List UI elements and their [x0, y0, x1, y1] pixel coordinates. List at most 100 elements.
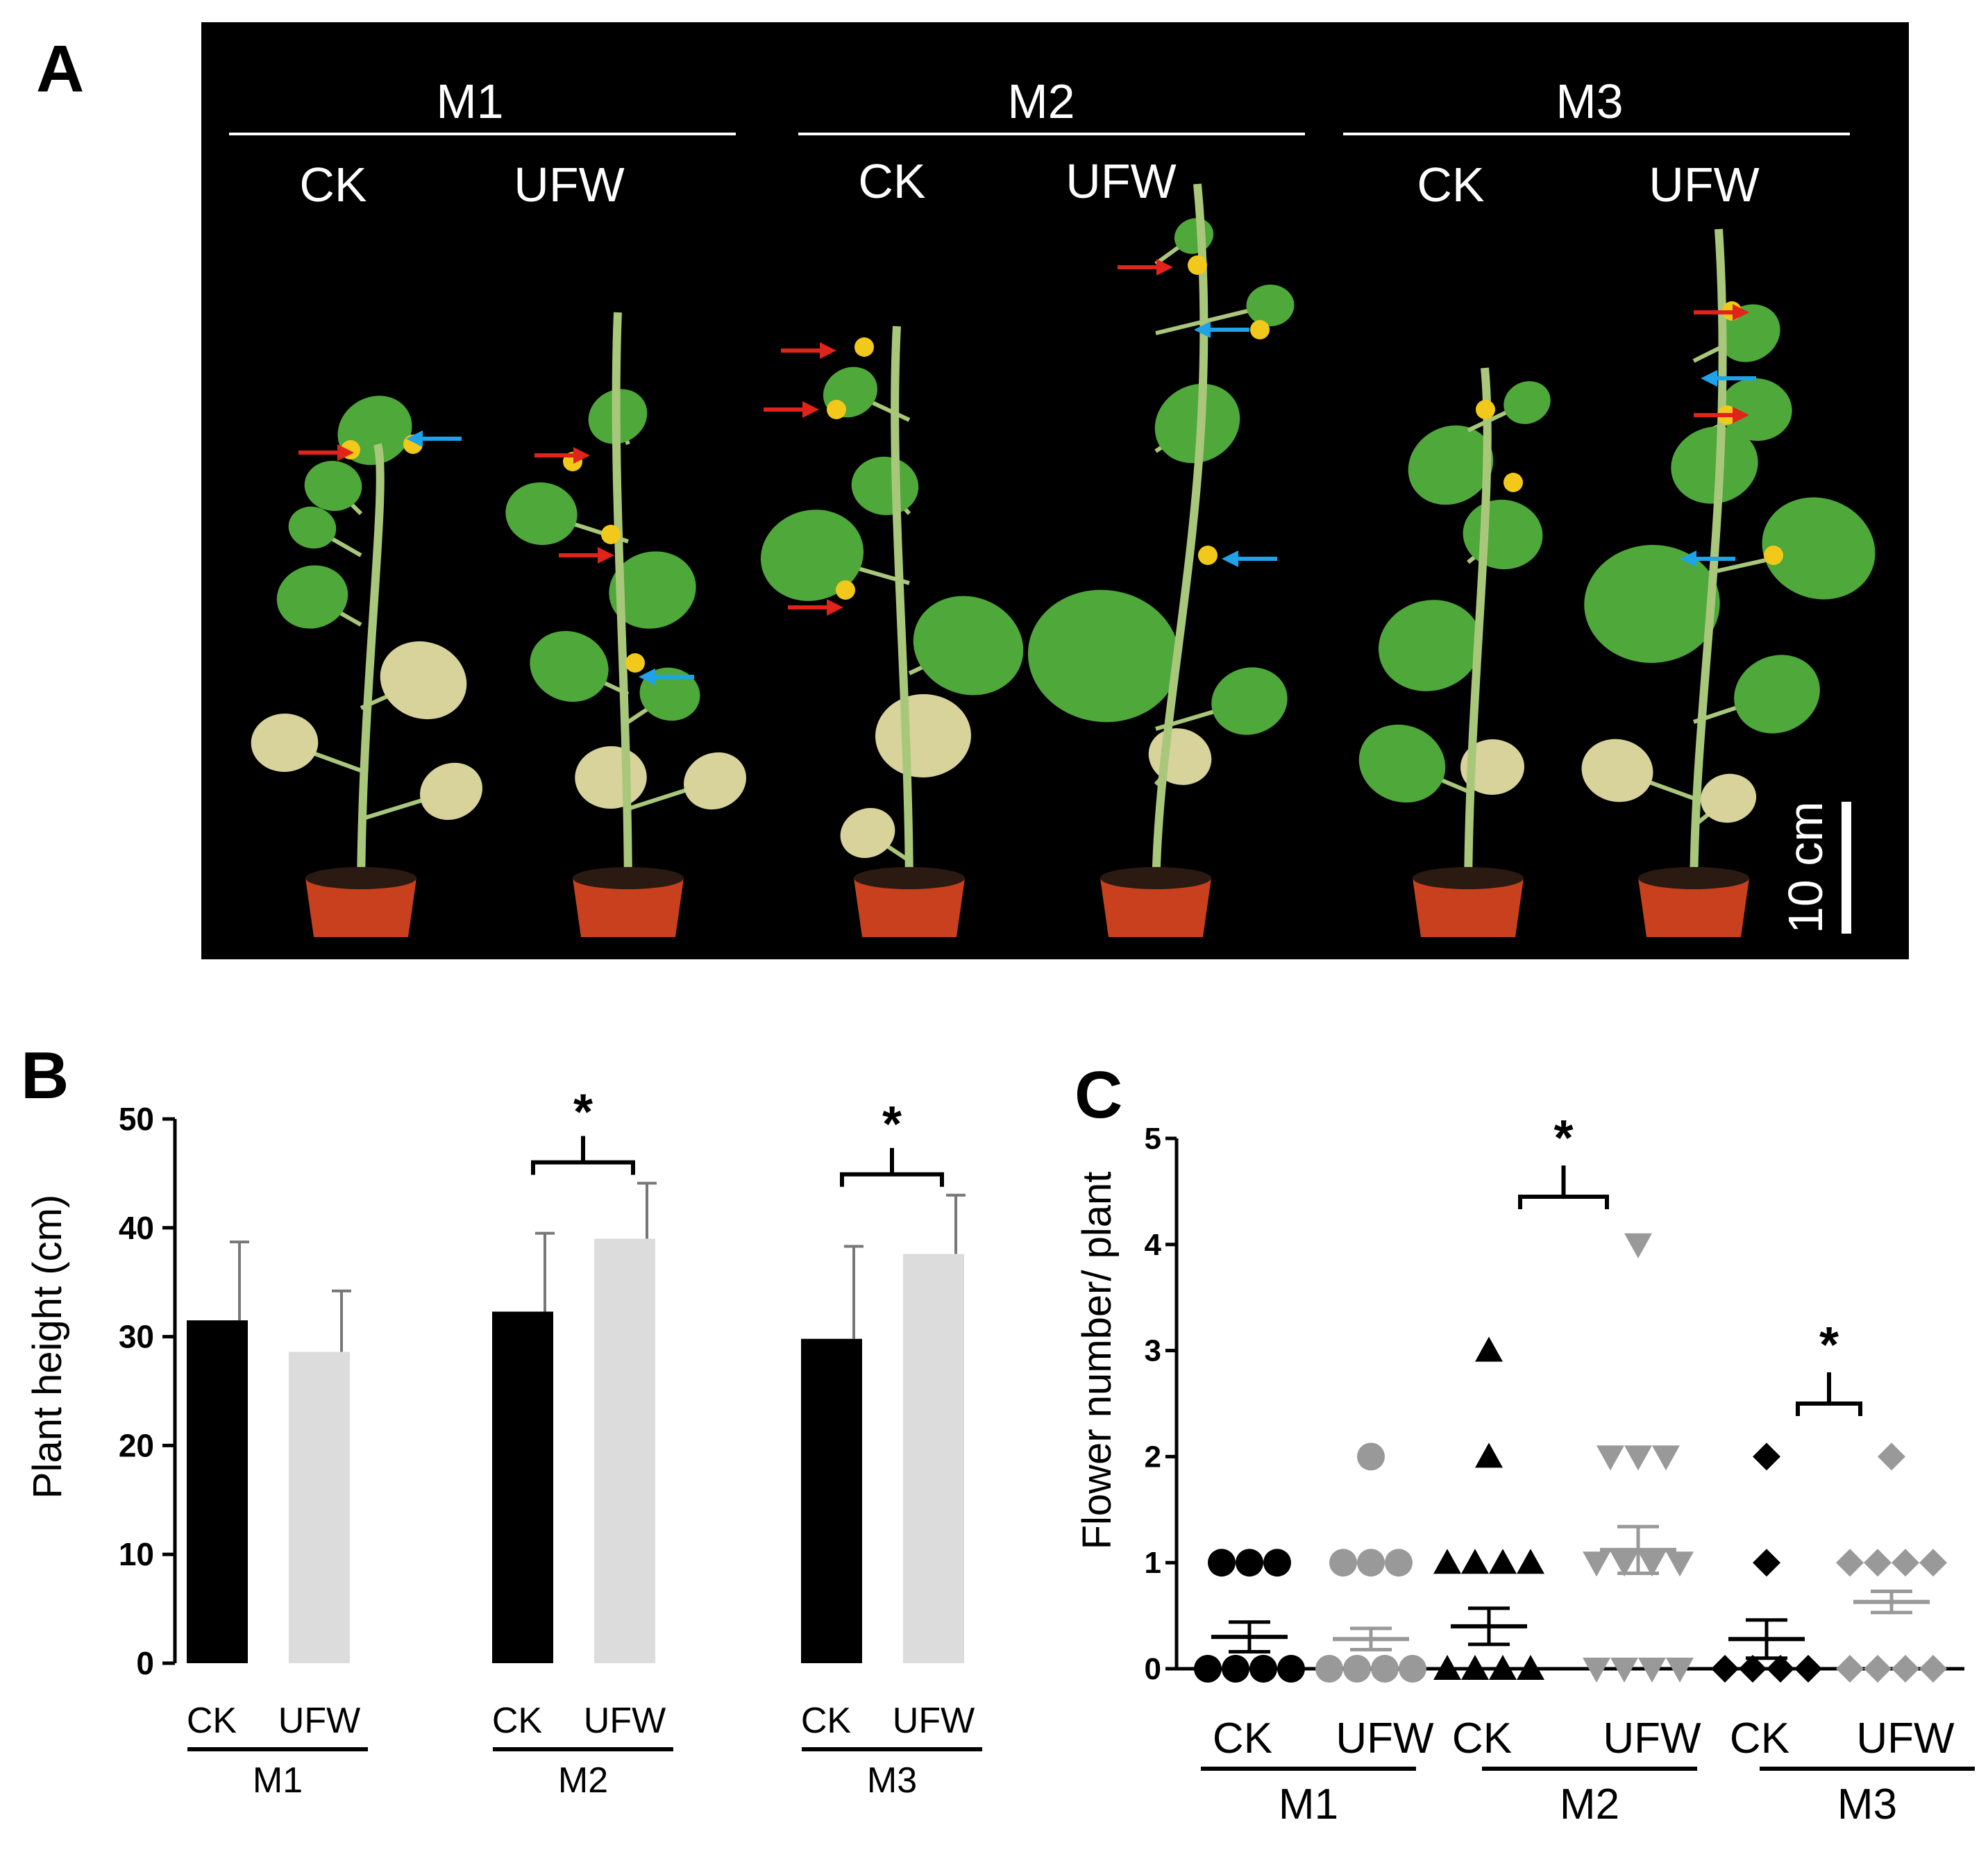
significance-bracket	[840, 1147, 944, 1187]
plant-height-group-label: M2	[558, 1760, 608, 1801]
data-point	[1638, 1658, 1666, 1683]
pot	[573, 878, 684, 937]
data-point	[1919, 1549, 1947, 1577]
plant-4	[1027, 183, 1295, 937]
plant-height-y-axis-title: Plant height (cm)	[25, 1195, 70, 1499]
photo-group-m3: M3	[1556, 74, 1623, 128]
pot-soil	[1100, 867, 1211, 889]
flower	[1188, 255, 1207, 275]
data-point	[1794, 1655, 1822, 1683]
old-leaf	[875, 693, 971, 778]
plant-height-y-tick-label: 30	[119, 1319, 154, 1355]
data-point	[1399, 1655, 1426, 1683]
flower	[1198, 546, 1218, 565]
photo-label-m2-ufw: UFW	[1065, 154, 1176, 208]
data-point	[1461, 1549, 1489, 1574]
plant-3	[760, 326, 1024, 937]
data-point	[1208, 1549, 1236, 1577]
old-leaf	[251, 713, 319, 773]
flower-number-point-label: CK	[1213, 1715, 1272, 1762]
significance-bracket	[531, 1136, 635, 1175]
photo-group-m1: M1	[436, 74, 503, 128]
male-flower-arrow-head	[1194, 321, 1211, 338]
data-point	[1739, 1655, 1767, 1683]
flower	[625, 653, 645, 673]
photo-label-m2-ck: CK	[858, 154, 925, 208]
stem	[357, 443, 385, 903]
female-flower-arrow-head	[820, 342, 836, 359]
panel-a-letter: A	[36, 32, 84, 106]
pot-soil	[305, 867, 416, 889]
flower-number-point-label: CK	[1452, 1715, 1512, 1762]
leaf	[530, 630, 609, 702]
leaf	[1408, 425, 1494, 505]
plant-height-y-tick-label: 50	[119, 1101, 154, 1137]
plant-height-bar-label: CK	[801, 1701, 852, 1741]
data-point	[1624, 1445, 1652, 1471]
flower-number-point-label: CK	[1730, 1715, 1789, 1762]
leaf	[1211, 667, 1288, 735]
pot	[1413, 878, 1524, 937]
female-flower-arrow-head	[1733, 407, 1749, 423]
significance-star: *	[573, 1085, 593, 1140]
flower	[836, 580, 855, 600]
data-point	[1236, 1549, 1263, 1577]
scale-bar-label: 10 cm	[1778, 801, 1833, 934]
data-point	[1597, 1445, 1624, 1471]
pot-soil	[854, 867, 965, 889]
bar-m3-ufw	[903, 1254, 964, 1663]
photo-label-m3-ufw: UFW	[1649, 158, 1759, 212]
data-point	[1194, 1655, 1222, 1683]
flower-number-group-label: M2	[1560, 1781, 1619, 1828]
leaf	[609, 551, 696, 629]
data-point	[1249, 1655, 1277, 1683]
leaf	[1671, 426, 1758, 504]
data-point	[1315, 1655, 1343, 1683]
data-point	[1357, 1549, 1385, 1577]
data-point	[1767, 1655, 1794, 1683]
male-flower-arrow-head	[1222, 550, 1238, 567]
leaf	[505, 482, 578, 546]
leaf	[851, 456, 919, 516]
plant-height-group-label: M3	[867, 1760, 917, 1801]
bar-m2-ufw	[594, 1238, 655, 1663]
pot	[305, 878, 416, 937]
plant-height-y-tick-label: 0	[136, 1645, 154, 1681]
data-point	[1610, 1658, 1638, 1683]
flower	[1503, 473, 1523, 492]
leaf	[1246, 284, 1295, 327]
leaf	[276, 565, 348, 629]
data-point	[1263, 1549, 1291, 1577]
plant-height-group-label: M1	[253, 1760, 303, 1801]
bar-m1-ck	[187, 1320, 248, 1663]
panel-b-letter: B	[21, 1038, 69, 1113]
data-point	[1878, 1442, 1905, 1471]
significance-star: *	[1553, 1111, 1573, 1166]
old-leaf	[1460, 739, 1524, 795]
flower-number-y-tick-label: 5	[1145, 1122, 1161, 1156]
flower-number-y-tick-label: 2	[1145, 1440, 1161, 1474]
photo-group-m2: M2	[1007, 74, 1075, 128]
photo-background	[201, 22, 1909, 959]
data-point	[1489, 1549, 1517, 1574]
plant-height-bar-label: UFW	[893, 1701, 975, 1741]
bar-m3-ck	[801, 1338, 862, 1663]
flower-number-y-tick-label: 3	[1145, 1334, 1161, 1368]
leaf	[913, 596, 1024, 696]
data-point	[1753, 1549, 1780, 1577]
female-flower-arrow-head	[337, 444, 354, 461]
data-point	[1836, 1655, 1864, 1683]
data-point	[1583, 1551, 1610, 1577]
pot	[1100, 878, 1211, 937]
data-point	[1357, 1442, 1385, 1471]
data-point	[1711, 1655, 1739, 1683]
leaf	[288, 506, 337, 549]
data-point	[1753, 1442, 1780, 1471]
flower-number-y-tick-label: 0	[1145, 1652, 1161, 1686]
data-point	[1919, 1655, 1947, 1683]
plants-illustration	[251, 183, 1876, 937]
data-point	[1329, 1549, 1357, 1577]
leaf	[1358, 724, 1446, 803]
leaf	[1503, 381, 1551, 424]
